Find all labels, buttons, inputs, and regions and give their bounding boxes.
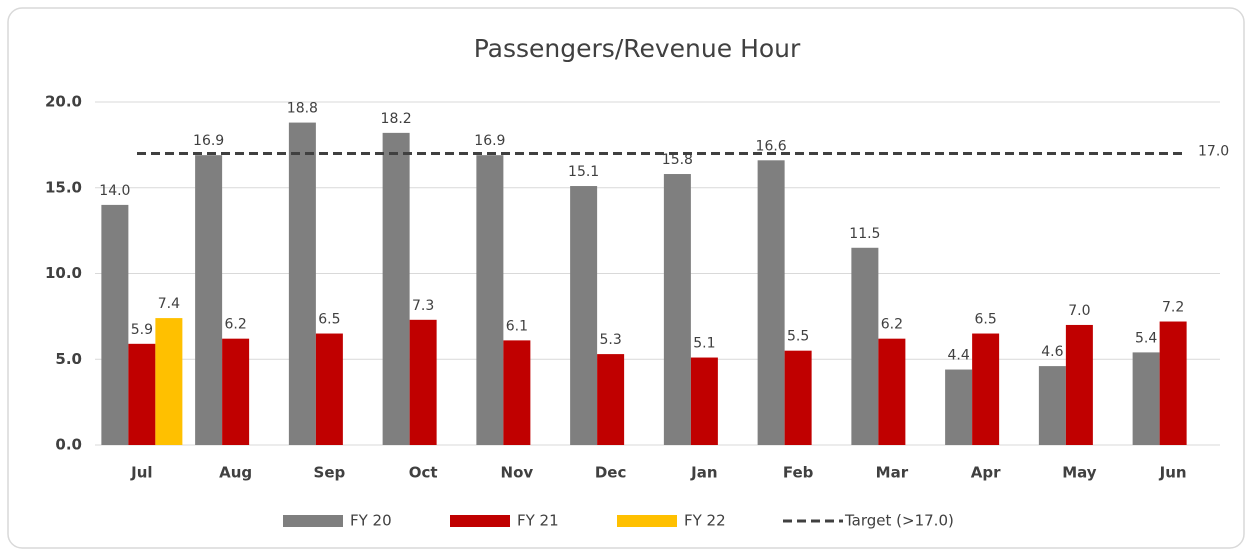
data-label: 18.2 bbox=[381, 111, 412, 127]
data-label: 16.6 bbox=[756, 138, 787, 154]
legend-swatch bbox=[450, 515, 510, 527]
bar bbox=[1132, 352, 1160, 445]
target-label: 17.0 bbox=[1198, 143, 1229, 159]
data-label: 4.6 bbox=[1041, 344, 1063, 360]
x-tick-label: Mar bbox=[876, 464, 909, 482]
x-tick-label: Dec bbox=[595, 464, 627, 482]
data-label: 14.0 bbox=[99, 183, 130, 199]
bar bbox=[1038, 366, 1066, 445]
y-tick-label: 0.0 bbox=[55, 436, 82, 454]
data-label: 15.8 bbox=[662, 152, 693, 168]
data-label: 6.1 bbox=[506, 318, 528, 334]
y-tick-label: 5.0 bbox=[55, 350, 82, 368]
data-label: 6.5 bbox=[318, 312, 340, 328]
chart-title: Passengers/Revenue Hour bbox=[474, 34, 801, 63]
x-tick-label: May bbox=[1062, 464, 1097, 482]
y-tick-label: 20.0 bbox=[45, 93, 82, 111]
data-label: 5.5 bbox=[787, 329, 809, 345]
x-tick-label: Sep bbox=[314, 464, 346, 482]
bar bbox=[476, 155, 504, 446]
bar bbox=[784, 350, 812, 445]
bar bbox=[945, 369, 973, 445]
bar bbox=[382, 132, 410, 445]
data-label: 7.4 bbox=[158, 296, 180, 312]
bar bbox=[972, 333, 1000, 445]
x-tick-label: Feb bbox=[783, 464, 814, 482]
data-label: 5.1 bbox=[693, 336, 715, 352]
bar bbox=[878, 338, 906, 445]
bar bbox=[315, 333, 343, 445]
bar bbox=[128, 343, 156, 445]
x-tick-label: Aug bbox=[219, 464, 252, 482]
bar bbox=[663, 174, 691, 445]
data-label: 7.2 bbox=[1162, 300, 1184, 316]
x-tick-label: Oct bbox=[409, 464, 438, 482]
data-label: 5.4 bbox=[1135, 330, 1157, 346]
bar bbox=[101, 204, 129, 445]
y-tick-label: 10.0 bbox=[45, 264, 82, 282]
x-tick-label: Jan bbox=[690, 464, 717, 482]
data-label: 16.9 bbox=[474, 133, 505, 149]
bar bbox=[851, 247, 879, 445]
x-tick-label: Nov bbox=[501, 464, 534, 482]
legend-label: FY 21 bbox=[517, 512, 559, 530]
data-label: 15.1 bbox=[568, 164, 599, 180]
y-tick-label: 15.0 bbox=[45, 178, 82, 196]
bar bbox=[288, 122, 316, 445]
data-label: 5.3 bbox=[599, 332, 621, 348]
bar bbox=[690, 357, 718, 445]
x-tick-label: Jun bbox=[1159, 464, 1187, 482]
bar bbox=[409, 319, 437, 445]
data-label: 6.5 bbox=[974, 312, 996, 328]
data-label: 5.9 bbox=[131, 322, 153, 338]
legend-label: Target (>17.0) bbox=[844, 512, 954, 530]
bar bbox=[1159, 321, 1187, 445]
bar bbox=[597, 354, 625, 445]
legend-swatch bbox=[283, 515, 343, 527]
x-tick-label: Apr bbox=[971, 464, 1001, 482]
legend-label: FY 22 bbox=[684, 512, 726, 530]
bar bbox=[570, 186, 598, 445]
legend-label: FY 20 bbox=[350, 512, 392, 530]
data-label: 16.9 bbox=[193, 133, 224, 149]
data-label: 11.5 bbox=[849, 226, 880, 242]
bar bbox=[757, 160, 785, 445]
data-label: 6.2 bbox=[881, 317, 903, 333]
data-label: 4.4 bbox=[947, 348, 969, 364]
bar bbox=[222, 338, 250, 445]
data-label: 7.3 bbox=[412, 298, 434, 314]
legend-swatch bbox=[617, 515, 677, 527]
bar bbox=[503, 340, 531, 445]
data-label: 18.8 bbox=[287, 101, 318, 117]
bar bbox=[1065, 324, 1093, 445]
data-label: 7.0 bbox=[1068, 303, 1090, 319]
data-label: 6.2 bbox=[224, 317, 246, 333]
bar bbox=[155, 318, 183, 445]
x-tick-label: Jul bbox=[130, 464, 152, 482]
bar bbox=[195, 155, 223, 446]
